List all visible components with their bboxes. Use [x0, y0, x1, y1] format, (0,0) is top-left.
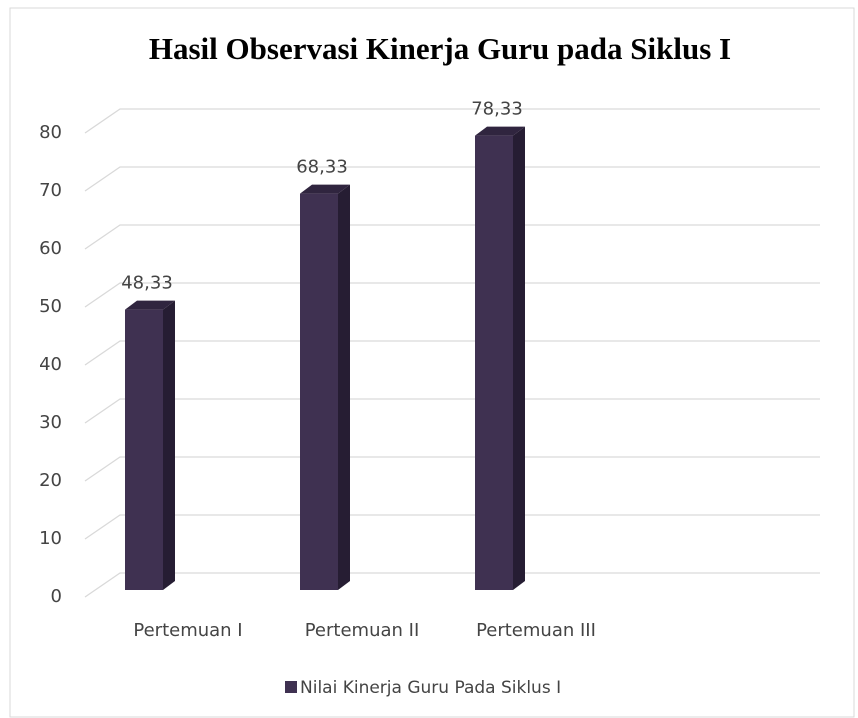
bar: [475, 126, 525, 590]
y-tick-label: 80: [39, 122, 62, 143]
bar-face: [475, 126, 525, 136]
grid-line: [84, 456, 820, 482]
chart-title: Hasil Observasi Kinerja Guru pada Siklus…: [149, 31, 731, 66]
grid-line: [84, 398, 820, 424]
bar-face: [125, 309, 163, 590]
bar-face: [163, 300, 175, 590]
y-tick-label: 50: [39, 296, 62, 317]
bar-face: [338, 184, 350, 590]
y-tick-label: 40: [39, 354, 62, 375]
grid-line: [84, 282, 820, 308]
x-tick-label: Pertemuan I: [133, 620, 242, 641]
y-tick-label: 30: [39, 412, 62, 433]
grid-line: [84, 514, 820, 540]
bar-face: [300, 193, 338, 590]
grid-line: [84, 166, 820, 192]
data-label: 68,33: [296, 157, 348, 178]
data-label: 78,33: [471, 99, 523, 120]
x-tick-label: Pertemuan II: [305, 620, 420, 641]
y-tick-label: 10: [39, 528, 62, 549]
grid-line: [84, 108, 820, 134]
legend-label: Nilai Kinerja Guru Pada Siklus I: [300, 678, 561, 698]
x-tick-label: Pertemuan III: [476, 620, 596, 641]
bar-face: [475, 135, 513, 590]
bar-face: [513, 126, 525, 590]
bar: [300, 184, 350, 590]
bar: [125, 300, 175, 590]
y-tick-label: 0: [51, 586, 62, 607]
grid-line: [84, 340, 820, 366]
y-tick-label: 60: [39, 238, 62, 259]
legend-swatch: [285, 681, 297, 693]
y-tick-label: 20: [39, 470, 62, 491]
grid-line: [84, 572, 820, 598]
bar-face: [125, 300, 175, 310]
bar-face: [300, 184, 350, 194]
y-tick-label: 70: [39, 180, 62, 201]
data-label: 48,33: [121, 273, 173, 294]
grid-line: [84, 224, 820, 250]
